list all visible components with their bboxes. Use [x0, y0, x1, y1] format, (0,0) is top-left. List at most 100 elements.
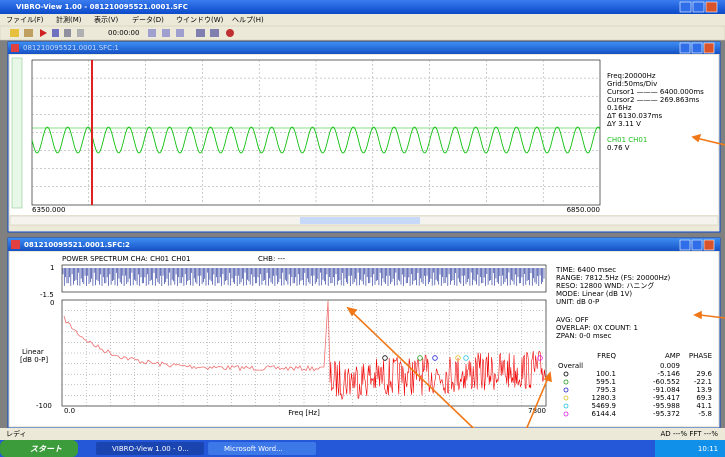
info-line: CH01 CH01: [607, 136, 647, 144]
tray: [655, 440, 725, 457]
spectrum-plot: [61, 299, 547, 407]
window1-title: 081210095521.0001.SFC:1: [23, 44, 119, 52]
spectrum-x-label: Freq [Hz]: [288, 409, 320, 417]
peak-marker[interactable]: [417, 355, 423, 361]
info-line: ΔT 6130.037ms: [607, 112, 663, 120]
menu-item[interactable]: データ(D): [132, 15, 164, 24]
start-button[interactable]: [0, 440, 78, 457]
window1-icon: [11, 44, 19, 52]
window1-title-bar: [8, 42, 720, 54]
table-header: PHASE: [689, 352, 712, 360]
peak-marker[interactable]: [455, 355, 461, 361]
table-cell: -95.372: [653, 410, 680, 418]
info-line: 0.76 V: [607, 144, 630, 152]
menu-item[interactable]: ファイル(F): [6, 16, 44, 24]
status-bar: [0, 428, 725, 440]
info-line: RESO: 12800 WND: ハニング: [556, 281, 654, 290]
info-line: OVERLAP: 0X COUNT: 1: [556, 324, 638, 332]
annotations: [346, 133, 725, 445]
menu-item[interactable]: ウインドウ(W): [176, 16, 224, 24]
info-line: TIME: 6400 msec: [555, 266, 616, 274]
row-marker: [563, 395, 569, 401]
scroll-thumb[interactable]: [300, 217, 420, 224]
start-label: スタート: [30, 445, 62, 454]
table-cell: -95.417: [653, 394, 680, 402]
window2-title: 081210095521.0001.SFC:2: [24, 241, 130, 249]
waveform: [31, 126, 601, 154]
strip-signal: [62, 268, 545, 286]
menu-bar: [0, 14, 725, 26]
strip-bottom: -1.5: [40, 291, 54, 299]
spectrum-header: POWER SPECTRUM CHA: CH01 CH01: [62, 255, 190, 263]
window2-title-bar: [8, 238, 720, 251]
table-header: AMP: [665, 352, 680, 360]
info-line: Cursor2 ——— 269.863ms: [607, 96, 700, 104]
table-cell: -60.552: [653, 378, 680, 386]
info-line: AVG: OFF: [556, 316, 589, 324]
spectrum-y-bottom: -100: [36, 402, 52, 410]
spectrum-y-top: 0: [50, 299, 54, 307]
window1-buttons[interactable]: [679, 42, 715, 54]
window1-x-end: 6850.000: [567, 206, 600, 214]
overall-value: 0.009: [660, 362, 680, 370]
table-cell: 595.1: [596, 378, 616, 386]
app-title: VIBRO-View 1.00 - 081210095521.0001.SFC: [16, 3, 188, 11]
table-cell: 29.6: [696, 370, 712, 378]
table-cell: -95.988: [653, 402, 680, 410]
task-button[interactable]: [96, 442, 204, 455]
table-cell: -5.146: [657, 370, 680, 378]
window2-buttons[interactable]: [679, 239, 715, 251]
task-label: VIBRO-View 1.00 - 0...: [112, 445, 189, 453]
menu-item[interactable]: 計測(M): [56, 15, 82, 24]
title-bar: [0, 0, 725, 14]
table-cell: 1280.3: [592, 394, 617, 402]
toolbar-icons[interactable]: [10, 29, 234, 37]
row-marker: [563, 371, 569, 377]
window-buttons[interactable]: [679, 1, 718, 13]
peak-marker[interactable]: [382, 355, 388, 361]
table-cell: 69.3: [696, 394, 712, 402]
peak-marker[interactable]: [463, 355, 469, 361]
clock: 10:11: [698, 445, 718, 453]
spectrum-x-end: 7800: [528, 407, 546, 415]
table-cell: 5469.9: [592, 402, 617, 410]
strip-top: 1: [50, 264, 54, 272]
task-button[interactable]: [208, 442, 316, 455]
table-cell: 13.9: [696, 386, 712, 394]
task-label: Microsoft Word...: [224, 445, 283, 453]
menu-item[interactable]: 表示(V): [94, 15, 119, 24]
menu-item[interactable]: ヘルプ(H): [232, 16, 264, 24]
spectrum-y-label: [dB 0-P]: [20, 356, 48, 364]
status-left: レディ: [6, 429, 27, 438]
spectrum-chb: CHB: ---: [258, 255, 286, 263]
info-line: Freq:20000Hz: [607, 72, 656, 80]
peak-marker[interactable]: [432, 355, 438, 361]
table-cell: 41.1: [696, 402, 712, 410]
overall-label: Overall: [558, 362, 583, 370]
info-line: Cursor1 ——— 6400.000ms: [607, 88, 704, 96]
spectrum-noise: [329, 350, 546, 401]
info-line: 0.16Hz: [607, 104, 632, 112]
peak-marker[interactable]: [537, 355, 543, 361]
spectrum-low: [63, 300, 331, 372]
row-marker: [563, 403, 569, 409]
spectrum-y-label: Linear: [22, 348, 44, 356]
status-right: AD ---% FFT ---%: [660, 430, 718, 438]
window1-x-start: 6350.000: [32, 206, 65, 214]
info-line: ΔY 3.11 V: [607, 120, 641, 128]
table-cell: -91.084: [653, 386, 681, 394]
info-line: MODE: Linear (dB 1V): [556, 290, 632, 298]
table-cell: -22.1: [694, 378, 712, 386]
window2-icon: [11, 240, 20, 249]
row-marker: [563, 411, 569, 417]
table-cell: -5.8: [698, 410, 712, 418]
table-cell: 6144.4: [592, 410, 617, 418]
row-marker: [563, 387, 569, 393]
row-marker: [563, 379, 569, 385]
window1-channel-strip: [11, 57, 23, 209]
info-line: Grid:50ms/Div: [607, 80, 657, 88]
info-line: UNIT: dB 0-P: [556, 298, 599, 306]
info-line: ZPAN: 0-0 msec: [556, 332, 612, 340]
time-strip: [61, 264, 547, 293]
